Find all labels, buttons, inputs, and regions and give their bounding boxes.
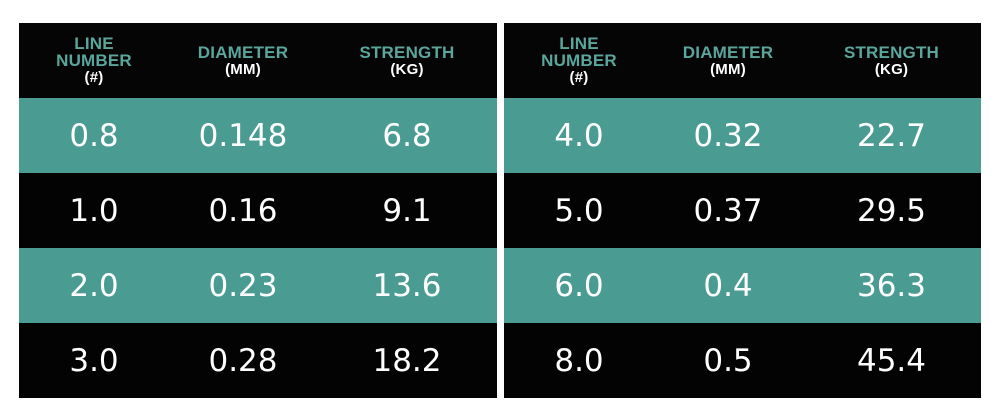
header-strength: STRENGTH (KG) bbox=[317, 44, 497, 78]
header-strength-label: STRENGTH bbox=[359, 42, 455, 62]
cell-diameter: 0.28 bbox=[208, 342, 278, 379]
header-line-label: LINE bbox=[559, 34, 599, 53]
cell-strength: 22.7 bbox=[856, 117, 927, 154]
cell-diameter: 0.32 bbox=[693, 117, 763, 154]
cell-line-number: 4.0 bbox=[554, 117, 604, 154]
cell-strength: 13.6 bbox=[372, 267, 442, 304]
header-number-label: NUMBER bbox=[56, 51, 132, 70]
header-strength-label: STRENGTH bbox=[843, 42, 940, 62]
table-row: 3.0 0.28 18.2 bbox=[19, 323, 497, 398]
cell-line-number: 0.8 bbox=[69, 117, 119, 154]
spec-table-left: LINE NUMBER (#) DIAMETER (MM) STRENGTH (… bbox=[19, 23, 497, 398]
table-row: 6.0 0.4 36.3 bbox=[504, 248, 981, 323]
header-number-label: NUMBER bbox=[541, 51, 617, 70]
cell-diameter: 0.148 bbox=[198, 117, 288, 154]
table-row: 0.8 0.148 6.8 bbox=[19, 98, 497, 173]
header-diameter-unit: (MM) bbox=[710, 60, 746, 78]
table-row: 8.0 0.5 45.4 bbox=[504, 323, 981, 398]
header-strength-unit: (KG) bbox=[874, 60, 909, 78]
header-line-number: LINE NUMBER (#) bbox=[19, 35, 169, 86]
header-strength: STRENGTH (KG) bbox=[802, 44, 981, 78]
header-line-number: LINE NUMBER (#) bbox=[504, 35, 654, 86]
cell-strength: 9.1 bbox=[382, 192, 432, 229]
header-diameter-unit: (MM) bbox=[225, 60, 261, 78]
header-line-unit: (#) bbox=[569, 69, 589, 86]
cell-strength: 36.3 bbox=[856, 267, 927, 304]
header-diameter: DIAMETER (MM) bbox=[654, 44, 802, 78]
cell-diameter: 0.5 bbox=[703, 342, 753, 379]
header-diameter-label: DIAMETER bbox=[682, 42, 774, 62]
table-header: LINE NUMBER (#) DIAMETER (MM) STRENGTH (… bbox=[19, 23, 497, 98]
header-line-unit: (#) bbox=[84, 69, 104, 86]
cell-strength: 45.4 bbox=[856, 342, 927, 379]
table-row: 1.0 0.16 9.1 bbox=[19, 173, 497, 248]
cell-strength: 29.5 bbox=[856, 192, 927, 229]
cell-line-number: 8.0 bbox=[554, 342, 604, 379]
table-header: LINE NUMBER (#) DIAMETER (MM) STRENGTH (… bbox=[504, 23, 981, 98]
cell-diameter: 0.16 bbox=[208, 192, 278, 229]
table-row: 5.0 0.37 29.5 bbox=[504, 173, 981, 248]
cell-strength: 6.8 bbox=[382, 117, 432, 154]
cell-diameter: 0.23 bbox=[208, 267, 278, 304]
cell-line-number: 1.0 bbox=[69, 192, 119, 229]
table-row: 2.0 0.23 13.6 bbox=[19, 248, 497, 323]
cell-diameter: 0.37 bbox=[693, 192, 763, 229]
cell-line-number: 2.0 bbox=[69, 267, 119, 304]
header-strength-unit: (KG) bbox=[390, 60, 424, 78]
cell-line-number: 6.0 bbox=[554, 267, 604, 304]
spec-table-right: LINE NUMBER (#) DIAMETER (MM) STRENGTH (… bbox=[504, 23, 981, 398]
header-diameter: DIAMETER (MM) bbox=[169, 44, 317, 78]
cell-diameter: 0.4 bbox=[703, 267, 753, 304]
cell-line-number: 5.0 bbox=[554, 192, 604, 229]
header-diameter-label: DIAMETER bbox=[197, 42, 289, 62]
cell-strength: 18.2 bbox=[372, 342, 442, 379]
header-line-label: LINE bbox=[74, 34, 114, 53]
cell-line-number: 3.0 bbox=[69, 342, 119, 379]
table-row: 4.0 0.32 22.7 bbox=[504, 98, 981, 173]
